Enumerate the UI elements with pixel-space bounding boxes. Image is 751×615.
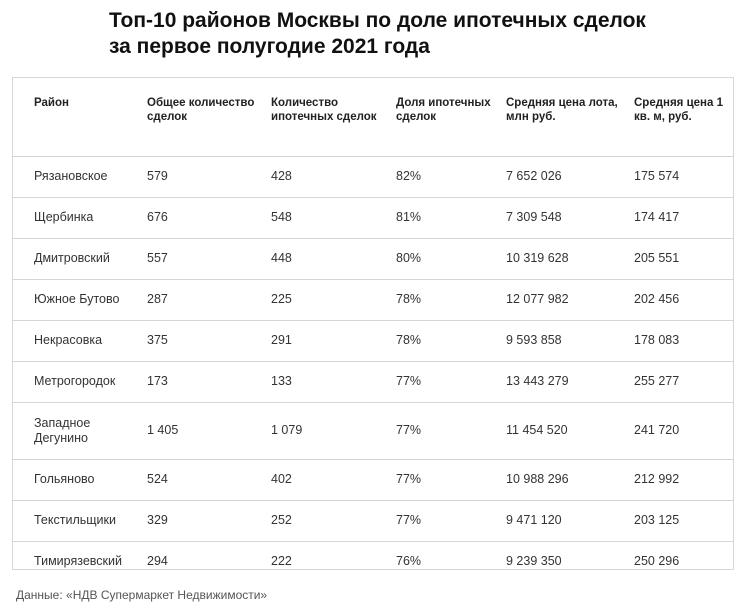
cell-mortgage-deals: 291: [271, 320, 396, 362]
cell-mortgage-share: 80%: [396, 238, 506, 280]
cell-total-deals: 375: [147, 320, 271, 362]
cell-avg-sqm-price: 205 551: [634, 238, 733, 280]
table-row: Рязановское 579 428 82% 7 652 026 175 57…: [13, 156, 733, 198]
table-row: Гольяново 524 402 77% 10 988 296 212 992: [13, 459, 733, 501]
cell-avg-sqm-price: 250 296: [634, 554, 680, 568]
cell-avg-sqm-price: 175 574: [634, 156, 733, 198]
cell-mortgage-deals: 448: [271, 238, 396, 280]
cell-total-deals: 287: [147, 279, 271, 321]
cell-total-deals: 294: [147, 554, 168, 568]
cell-avg-sqm-price: 255 277: [634, 361, 733, 403]
cell-mortgage-share: 77%: [396, 402, 506, 460]
cell-avg-lot-price: 9 239 350: [506, 554, 562, 568]
cell-avg-lot-price: 7 309 548: [506, 197, 634, 239]
table-row: Дмитровский 557 448 80% 10 319 628 205 5…: [13, 238, 733, 280]
cell-total-deals: 524: [147, 459, 271, 501]
table-row: Метрогородок 173 133 77% 13 443 279 255 …: [13, 361, 733, 403]
cell-mortgage-deals: 1 079: [271, 402, 396, 460]
cell-avg-sqm-price: 174 417: [634, 197, 733, 239]
cell-avg-lot-price: 9 471 120: [506, 500, 634, 542]
cell-mortgage-share: 77%: [396, 459, 506, 501]
data-table-frame: Район Общее количество сделок Количество…: [12, 77, 734, 570]
cell-avg-sqm-price: 212 992: [634, 459, 733, 501]
header-total-deals: Общее количество сделок: [147, 78, 271, 157]
cell-avg-lot-price: 7 652 026: [506, 156, 634, 198]
page-title: Топ-10 районов Москвы по доле ипотечных …: [109, 9, 646, 58]
cell-avg-lot-price: 10 319 628: [506, 238, 634, 280]
header-mortgage-share: Доля ипотечных сделок: [396, 78, 506, 157]
cell-mortgage-share: 78%: [396, 279, 506, 321]
table-row: Щербинка 676 548 81% 7 309 548 174 417: [13, 197, 733, 239]
data-source-note: Данные: «НДВ Супермаркет Недвижимости»: [16, 588, 268, 602]
cell-avg-lot-price: 12 077 982: [506, 279, 634, 321]
cell-total-deals: 173: [147, 361, 271, 403]
cell-mortgage-share: 77%: [396, 500, 506, 542]
cell-avg-sqm-price: 241 720: [634, 402, 733, 460]
cell-district: Текстильщики: [13, 500, 147, 542]
cell-district: Щербинка: [13, 197, 147, 239]
cell-total-deals: 579: [147, 156, 271, 198]
cell-avg-lot-price: 13 443 279: [506, 361, 634, 403]
cell-total-deals: 1 405: [147, 402, 271, 460]
cell-mortgage-share: 78%: [396, 320, 506, 362]
cell-avg-sqm-price: 203 125: [634, 500, 733, 542]
cell-mortgage-share: 77%: [396, 361, 506, 403]
cell-avg-sqm-price: 202 456: [634, 279, 733, 321]
cell-district: Дмитровский: [13, 238, 147, 280]
data-table: Район Общее количество сделок Количество…: [13, 78, 733, 582]
cell-district: Гольяново: [13, 459, 147, 501]
table-row: Текстильщики 329 252 77% 9 471 120 203 1…: [13, 500, 733, 542]
cell-mortgage-deals: 402: [271, 459, 396, 501]
cell-district: Метрогородок: [13, 361, 147, 403]
cell-avg-lot-price: 9 593 858: [506, 320, 634, 362]
cell-district: Южное Бутово: [13, 279, 147, 321]
cell-mortgage-share: 81%: [396, 197, 506, 239]
cell-mortgage-deals: 428: [271, 156, 396, 198]
cell-district: Некрасовка: [13, 320, 147, 362]
cell-district: Тимирязевский: [34, 554, 122, 568]
header-district: Район: [13, 78, 147, 157]
cell-mortgage-deals: 548: [271, 197, 396, 239]
table-row: Западное Дегунино 1 405 1 079 77% 11 454…: [13, 402, 733, 460]
cell-avg-lot-price: 11 454 520: [506, 402, 634, 460]
table-row: Некрасовка 375 291 78% 9 593 858 178 083: [13, 320, 733, 362]
header-avg-lot-price: Средняя цена лота, млн руб.: [506, 78, 634, 157]
cell-total-deals: 557: [147, 238, 271, 280]
cell-avg-sqm-price: 178 083: [634, 320, 733, 362]
cell-total-deals: 676: [147, 197, 271, 239]
cell-district: Рязановское: [13, 156, 147, 198]
cell-mortgage-deals: 252: [271, 500, 396, 542]
table-row: Южное Бутово 287 225 78% 12 077 982 202 …: [13, 279, 733, 321]
table-row: Тимирязевский 294 222 76% 9 239 350 250 …: [13, 541, 733, 582]
table-header-row: Район Общее количество сделок Количество…: [13, 78, 733, 157]
cell-mortgage-deals: 133: [271, 361, 396, 403]
cell-mortgage-share: 76%: [396, 554, 422, 568]
cell-mortgage-deals: 222: [271, 554, 292, 568]
cell-avg-lot-price: 10 988 296: [506, 459, 634, 501]
header-avg-sqm-price: Средняя цена 1 кв. м, руб.: [634, 78, 733, 157]
cell-mortgage-share: 82%: [396, 156, 506, 198]
cell-total-deals: 329: [147, 500, 271, 542]
cell-mortgage-deals: 225: [271, 279, 396, 321]
header-mortgage-deals: Количество ипотечных сделок: [271, 78, 396, 157]
cell-district: Западное Дегунино: [13, 402, 147, 460]
